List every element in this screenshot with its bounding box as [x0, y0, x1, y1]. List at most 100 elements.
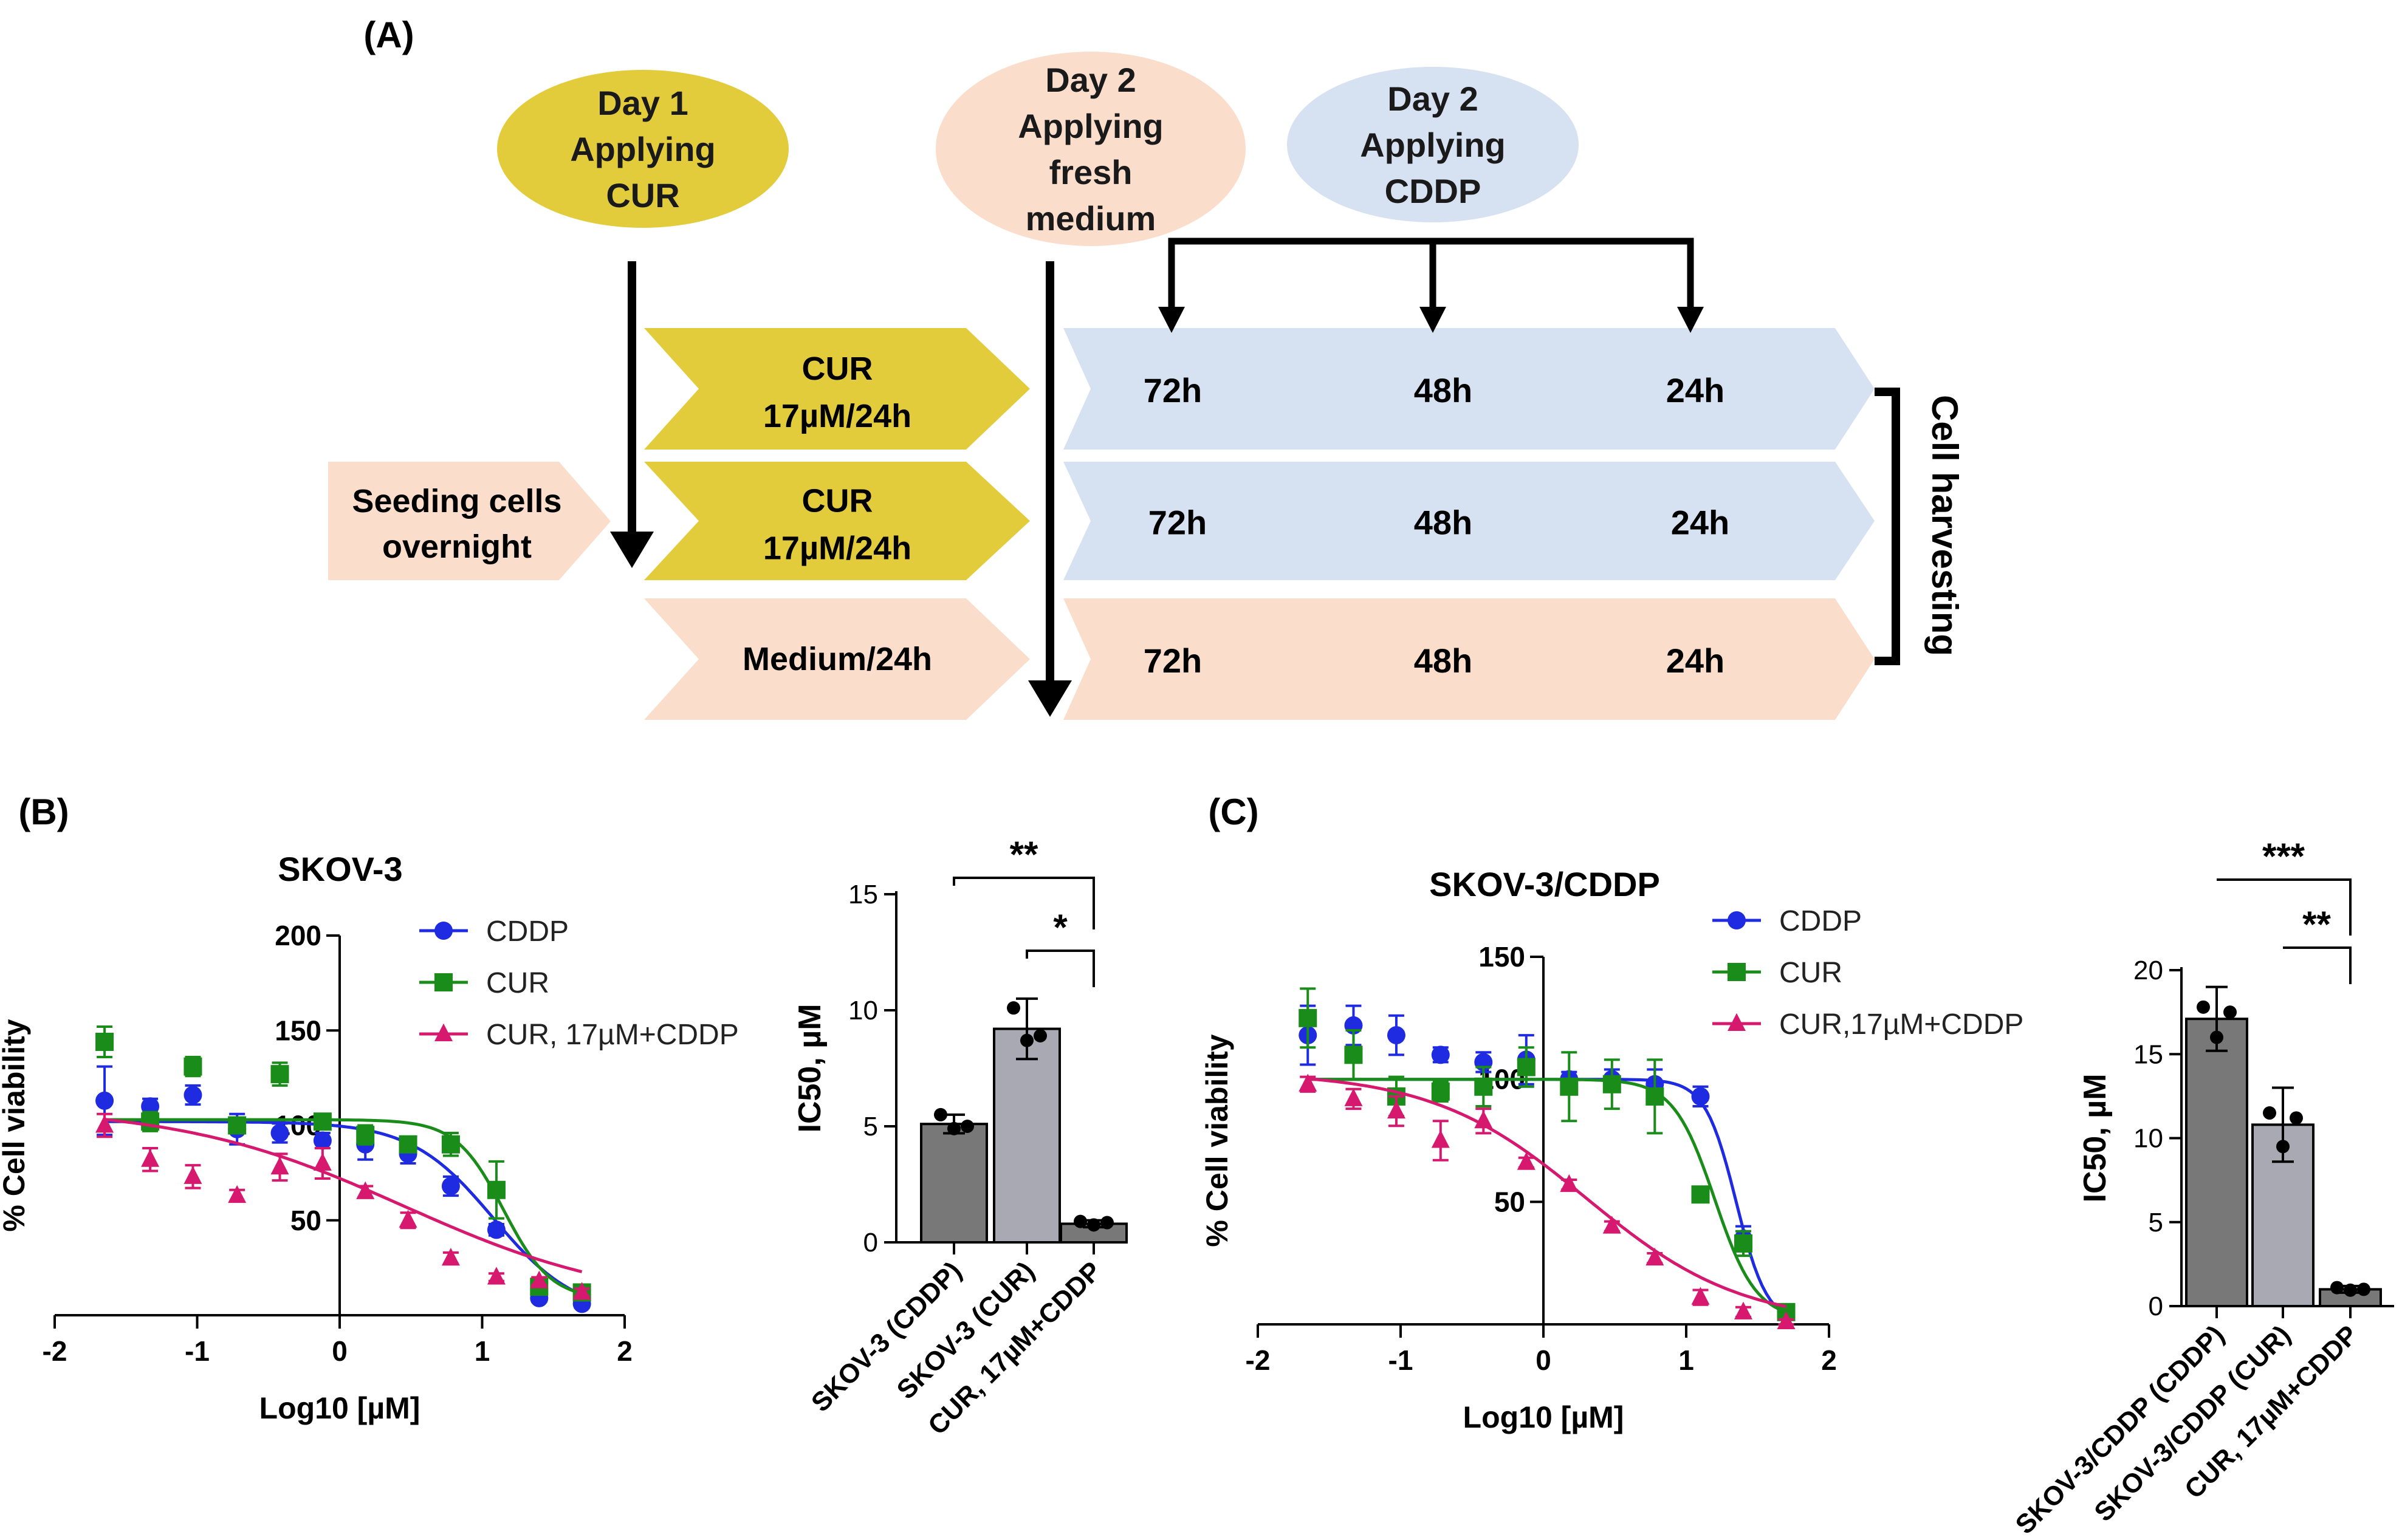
replicate-point [1020, 1033, 1034, 1047]
oval-text: Applying [1018, 107, 1164, 145]
step-text: CUR [802, 351, 873, 387]
fit-curve [105, 1120, 583, 1296]
data-point [1474, 1110, 1493, 1129]
replicate-point [2263, 1106, 2276, 1120]
data-point [1691, 1185, 1710, 1204]
treatment-row-2: CUR 17µM/24h 72h 48h 24h [644, 462, 1875, 580]
data-point [1387, 1026, 1405, 1045]
data-point [399, 1135, 417, 1154]
timepoint-label: 48h [1414, 371, 1473, 409]
data-point [270, 1124, 289, 1142]
data-point [487, 1180, 506, 1199]
chart-title: SKOV-3/CDDP [1429, 865, 1660, 903]
replicate-point [1087, 1218, 1100, 1232]
bar [993, 1027, 1061, 1244]
x-tick-label: -1 [1388, 1344, 1413, 1376]
harvest-bracket: Cell harvesting [1875, 388, 1965, 665]
oval-text: Day 1 [597, 84, 688, 122]
timepoint-label: 48h [1414, 642, 1473, 680]
arrow-head [1677, 307, 1704, 333]
bar [920, 1123, 988, 1244]
y-axis-label: IC50, µM [792, 1004, 828, 1132]
series-3 [95, 1112, 591, 1300]
legend-label: CDDP [1779, 905, 1862, 937]
y-tick-label: 15 [2133, 1039, 2163, 1069]
seeding-step: Seeding cells overnight [328, 462, 611, 580]
data-point [1691, 1087, 1710, 1106]
data-point [95, 1033, 114, 1051]
replicate-point [2197, 1000, 2210, 1014]
replicate-point [934, 1107, 947, 1121]
data-point [1299, 1008, 1317, 1027]
data-point [1560, 1174, 1579, 1193]
data-point [572, 1282, 591, 1300]
data-point [434, 922, 453, 940]
series-1 [1299, 1004, 1796, 1321]
fit-curve [104, 1118, 583, 1273]
x-axis-label: Log10 [µM] [259, 1391, 420, 1425]
step-text: 17µM/24h [763, 530, 911, 567]
legend-entry: CUR [419, 967, 549, 999]
timepoint-chevron [1063, 328, 1875, 450]
data-point [1517, 1058, 1536, 1076]
timepoint-chevron [1063, 462, 1875, 580]
y-tick-label: 0 [2149, 1292, 2163, 1321]
replicate-point [961, 1120, 974, 1133]
series-3 [1299, 1073, 1796, 1329]
series-2 [95, 1025, 591, 1302]
data-point [1474, 1077, 1493, 1096]
significance-label: ** [2302, 904, 2331, 945]
data-point [228, 1185, 247, 1203]
significance-bracket: ** [953, 834, 1095, 929]
replicate-point [947, 1121, 961, 1135]
data-point [487, 1220, 506, 1239]
oval-text: Applying [570, 130, 716, 168]
oval-shape [1287, 67, 1579, 222]
bracket-line [1026, 950, 1095, 987]
y-axis-label: % Cell viability [0, 1019, 31, 1231]
data-point [1299, 1073, 1317, 1092]
significance-bracket: ** [2283, 904, 2352, 984]
data-point [1728, 911, 1746, 929]
replicate-point [1100, 1216, 1114, 1230]
data-point [1728, 963, 1746, 981]
day1-arrow [610, 261, 654, 568]
step-text: Medium/24h [743, 641, 932, 677]
timepoint-label: 24h [1666, 371, 1725, 409]
data-point [1645, 1087, 1664, 1106]
data-point [270, 1065, 289, 1084]
series-1 [95, 1065, 591, 1313]
seeding-shape [328, 462, 611, 580]
y-axis-label: % Cell viability [1200, 1034, 1234, 1247]
y-tick-label: 20 [2133, 956, 2163, 985]
oval-shape [936, 52, 1246, 246]
data-point [184, 1166, 202, 1184]
step-chevron [644, 462, 1030, 580]
data-point [313, 1131, 332, 1150]
arrow-head [1158, 307, 1185, 333]
timepoint-chevron [1063, 598, 1875, 720]
data-point [313, 1112, 332, 1131]
legend-label: CUR, 17µM+CDDP [486, 1019, 739, 1051]
bar [2185, 1018, 2248, 1308]
data-point [95, 1115, 114, 1133]
data-point [1691, 1287, 1710, 1305]
seeding-text: Seeding cells [352, 483, 561, 519]
data-point [1645, 1247, 1664, 1266]
replicate-point [2290, 1111, 2303, 1125]
arrow-head [1419, 307, 1446, 333]
data-point [1344, 1088, 1363, 1106]
timepoint-label: 48h [1414, 504, 1473, 542]
x-axis-label: Log10 [µM] [1463, 1400, 1624, 1434]
data-point [313, 1152, 332, 1171]
data-point [530, 1270, 549, 1288]
experimental-schema: (A) Day 1 Applying CUR Day 2 Applying fresh med… [328, 15, 1965, 720]
data-point [356, 1181, 375, 1199]
timepoint-label: 72h [1144, 371, 1203, 409]
oval-text: Applying [1360, 126, 1506, 164]
seeding-text: overnight [382, 529, 532, 565]
x-tick-label: 1 [475, 1335, 490, 1367]
data-point [95, 1091, 114, 1110]
